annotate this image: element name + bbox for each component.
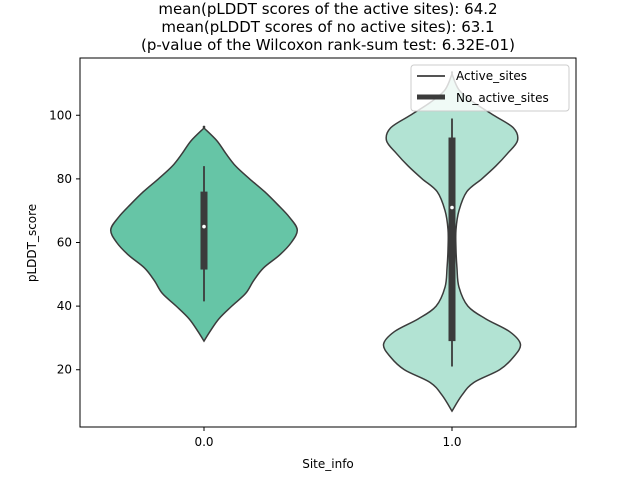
iqr-box-0.0 [200, 191, 208, 270]
y-tick-label: 100 [49, 108, 72, 122]
x-tick-label: 1.0 [442, 435, 461, 449]
legend-box [410, 64, 570, 112]
violins-layer [110, 71, 522, 413]
iqr-box-1.0 [448, 137, 456, 342]
chart-title-line-1: mean(pLDDT scores of the active sites): … [158, 0, 497, 18]
y-tick-label: 40 [57, 299, 72, 313]
y-tick-label: 20 [57, 363, 72, 377]
y-axis-label: pLDDT_score [25, 204, 39, 282]
x-axis-label: Site_info [302, 457, 354, 471]
chart-title-line-3: (p-value of the Wilcoxon rank-sum test: … [141, 36, 515, 54]
legend-label-active-sites: Active_sites [456, 69, 527, 83]
x-axis: 0.0 1.0 [194, 427, 462, 449]
legend-label-no-active-sites: No_active_sites [456, 91, 549, 105]
median-dot-1.0 [450, 205, 454, 210]
boxes-layer [200, 118, 456, 367]
median-dot-0.0 [202, 224, 206, 229]
x-tick-label: 0.0 [194, 435, 213, 449]
y-axis: 20 40 60 80 100 [49, 108, 80, 377]
y-tick-label: 60 [57, 236, 72, 250]
chart-title-line-2: mean(pLDDT scores of no active sites): 6… [161, 18, 494, 36]
legend: Active_sites No_active_sites [410, 64, 570, 112]
y-tick-label: 80 [57, 172, 72, 186]
